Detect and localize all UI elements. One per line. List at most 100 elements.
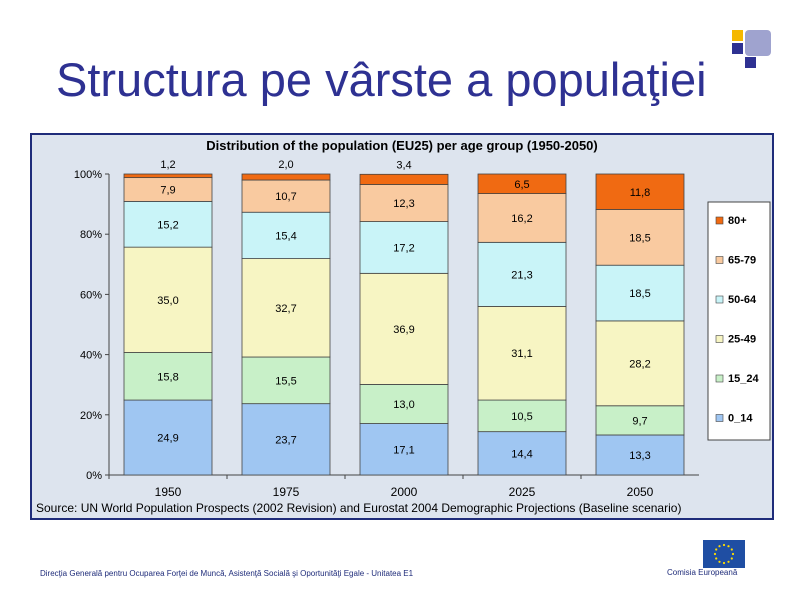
bar-segment <box>477 193 567 243</box>
flag-star <box>730 548 733 551</box>
data-label: 31,1 <box>511 348 532 360</box>
data-label: 18,5 <box>629 232 650 244</box>
bar-segment <box>477 431 567 476</box>
chart-frame: Distribution of the population (EU25) pe… <box>30 133 774 520</box>
legend-label: 65-79 <box>728 255 756 267</box>
bar-segment <box>241 179 331 213</box>
flag-star <box>727 560 730 563</box>
bar-segment <box>477 306 567 401</box>
y-tick-label: 0% <box>86 470 102 482</box>
bar-segment <box>241 403 331 476</box>
bar-segment <box>123 173 213 179</box>
data-label: 17,2 <box>393 242 414 254</box>
data-label: 13,0 <box>393 399 414 411</box>
legend-label: 0_14 <box>728 413 753 425</box>
data-label: 24,9 <box>157 433 178 445</box>
legend-swatch <box>715 256 724 264</box>
chart-source: Source: UN World Population Prospects (2… <box>36 501 681 515</box>
bar-segment <box>241 258 331 358</box>
x-tick-label: 2000 <box>391 485 418 499</box>
data-label: 15,4 <box>275 230 296 242</box>
flag-star <box>713 552 717 556</box>
y-tick-label: 100% <box>74 169 102 181</box>
bar-segment <box>477 173 567 194</box>
data-label: 2,0 <box>278 159 293 171</box>
bar-segment <box>123 246 213 353</box>
legend-swatch <box>715 216 724 225</box>
flag-star <box>718 560 721 563</box>
y-tick-label: 20% <box>80 410 102 422</box>
plot-area: 0% 20% 40% 60% 80% 100% 24,9 15,8 35,0 15,2 7,9 1,2… <box>74 159 699 499</box>
flag-star <box>715 557 718 560</box>
data-label: 14,4 <box>511 448 532 460</box>
flag-star <box>730 557 733 560</box>
bar-segment <box>595 405 685 436</box>
legend-label: 50-64 <box>728 294 757 306</box>
x-tick-label: 2025 <box>509 485 536 499</box>
legend-swatch <box>715 374 724 383</box>
bar-segment <box>359 383 449 424</box>
data-label: 17,1 <box>393 444 414 456</box>
bar-segment <box>241 173 331 181</box>
legend-swatch <box>715 335 724 343</box>
y-tick-label: 40% <box>80 350 102 362</box>
legend-label: 15_24 <box>728 373 759 385</box>
data-label: 1,2 <box>160 159 175 171</box>
chart-title: Distribution of the population (EU25) pe… <box>206 138 598 153</box>
data-label: 21,3 <box>511 269 532 281</box>
legend: 80+ 65-79 50-64 25-49 15_24 0_14 <box>707 201 771 441</box>
data-label: 9,7 <box>632 415 647 427</box>
legend-box <box>707 201 771 441</box>
x-tick-label: 1950 <box>155 485 182 499</box>
data-label: 13,3 <box>629 450 650 462</box>
bar-segment <box>595 173 685 210</box>
data-label: 36,9 <box>393 324 414 336</box>
bar-segment <box>359 221 449 274</box>
eu-flag-icon <box>703 540 745 568</box>
bar-segment <box>477 241 567 307</box>
bar-segment <box>123 200 213 248</box>
data-label: 12,3 <box>393 198 414 210</box>
flag-star <box>731 552 735 556</box>
bar-segment <box>359 423 449 476</box>
data-label: 28,2 <box>629 358 650 370</box>
data-label: 6,5 <box>514 179 529 191</box>
bar-segment <box>359 184 449 222</box>
bar-segment <box>595 209 685 266</box>
data-label: 10,5 <box>511 411 532 423</box>
bar-segment <box>477 399 567 433</box>
data-label: 10,7 <box>275 191 296 203</box>
data-label: 32,7 <box>275 303 296 315</box>
bar-segment <box>123 352 213 401</box>
legend-swatch <box>715 414 724 422</box>
flag-star <box>718 545 721 548</box>
data-label: 18,5 <box>629 288 650 300</box>
data-label: 16,2 <box>511 213 532 225</box>
bar-segment <box>241 211 331 259</box>
legend-swatch <box>715 295 724 304</box>
y-tick-label: 60% <box>80 289 102 301</box>
y-tick-label: 80% <box>80 229 102 241</box>
data-label: 15,5 <box>275 375 296 387</box>
x-tick-label: 1975 <box>273 485 300 499</box>
bar-segment <box>359 173 449 185</box>
flag-star <box>722 561 726 565</box>
data-label: 35,0 <box>157 295 178 307</box>
legend-label: 25-49 <box>728 334 756 346</box>
bar-segment <box>595 434 685 476</box>
data-label: 15,8 <box>157 371 178 383</box>
data-label: 23,7 <box>275 434 296 446</box>
data-label: 7,9 <box>160 185 175 197</box>
data-label: 15,2 <box>157 219 178 231</box>
bar-segment <box>359 272 449 385</box>
bar-segment <box>241 356 331 405</box>
data-label: 3,4 <box>396 159 411 171</box>
flag-star <box>715 548 718 551</box>
footer-commission: Comisia Europeană <box>667 568 738 577</box>
flag-star <box>727 545 730 548</box>
bar-segment <box>595 320 685 407</box>
bar-segment <box>123 399 213 476</box>
slide-title: Structura pe vârste a populaţiei <box>56 53 707 106</box>
logo-icon <box>732 30 772 70</box>
footer-department: Direcţia Generală pentru Ocuparea Forţei… <box>40 569 414 578</box>
